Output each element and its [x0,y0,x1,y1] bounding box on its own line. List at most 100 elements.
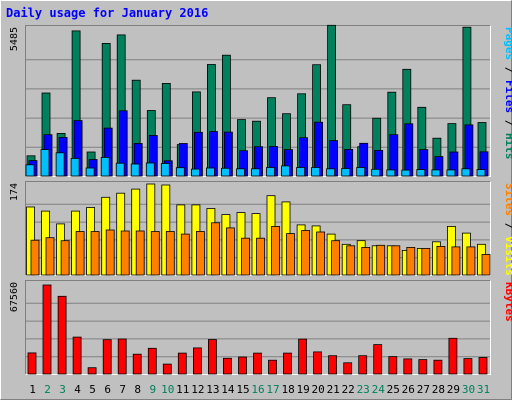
x-tick-label-day-6: 6 [104,383,111,396]
bar-files-day-26 [404,123,414,177]
bar-pages-day-10 [160,163,170,177]
bar-pages-day-12 [190,168,200,177]
bar-sites-day-14 [225,227,235,276]
x-tick-label-day-9: 9 [149,383,156,396]
plot-bevel-light-hits [25,25,491,177]
bar-kbytes-day-14 [222,357,232,375]
bar-kbytes-day-3 [57,295,67,375]
bar-kbytes-day-7 [117,338,127,375]
bar-pages-day-24 [371,168,381,177]
x-tick-label-day-10: 10 [161,383,174,396]
legend-item-pages: Pages [503,27,512,60]
bar-kbytes-day-6 [102,339,112,375]
bar-kbytes-day-16 [253,352,262,375]
bar-pages-day-19 [296,167,306,177]
bar-kbytes-day-25 [388,356,398,375]
legend-item-kbytes: KBytes [503,282,512,322]
legend-item-files: Files [503,80,512,113]
bar-kbytes-day-4 [72,336,82,375]
bar-pages-day-25 [386,169,396,177]
bar-kbytes-day-23 [358,355,368,375]
legend-separator: / [503,60,512,80]
x-tick-label-day-22: 22 [342,383,355,396]
bar-sites-day-28 [436,245,446,276]
x-tick-label-day-7: 7 [119,383,126,396]
x-tick-label-day-25: 25 [387,383,400,396]
y-max-label-hits: 5485 [9,27,20,51]
bar-kbytes-day-11 [177,352,187,375]
bar-pages-day-30 [461,168,471,177]
bar-pages-day-27 [416,169,426,177]
bar-sites-day-27 [421,247,431,276]
bar-pages-day-21 [326,168,336,177]
bar-pages-day-22 [341,168,351,177]
bar-pages-day-11 [175,167,185,177]
x-tick-label-day-24: 24 [372,383,386,396]
bar-pages-day-3 [55,152,65,177]
bar-kbytes-day-8 [132,353,142,375]
bar-pages-day-18 [281,165,290,177]
bar-pages-day-28 [431,169,441,177]
bar-sites-day-11 [180,233,190,276]
bar-kbytes-day-18 [283,352,292,375]
bar-sites-day-8 [135,230,145,276]
bar-sites-day-17 [271,225,280,276]
legend-visits: Sites / Visits [503,183,512,276]
x-tick-label-day-12: 12 [191,383,204,396]
bar-pages-day-16 [251,168,260,177]
bar-pages-day-1 [25,164,35,177]
panel-kbytes: 67560 KBytes [9,280,512,375]
plot-bevel-dark-visits [25,181,491,276]
bar-sites-day-3 [60,240,70,276]
legend-separator: / [503,216,512,236]
bar-kbytes-day-9 [147,347,157,375]
x-tick-label-day-28: 28 [432,383,445,396]
legend-separator: / [503,113,512,133]
bar-pages-day-7 [115,162,125,177]
bar-kbytes-day-24 [373,344,383,375]
bar-sites-day-19 [301,230,311,276]
bar-sites-day-31 [481,254,491,276]
panel-hits: 5485 Pages / Files / Hits [9,24,512,177]
bar-sites-day-1 [30,239,40,276]
bar-kbytes-day-28 [433,359,443,375]
x-tick-label-day-8: 8 [134,383,141,396]
bar-pages-day-9 [145,162,155,177]
x-tick-label-day-21: 21 [327,383,340,396]
bar-sites-day-12 [195,231,205,276]
bar-pages-day-15 [236,168,245,177]
x-tick-label-day-17: 17 [266,383,279,396]
bar-kbytes-day-15 [238,356,247,375]
x-tick-label-day-29: 29 [447,383,460,396]
bar-sites-day-4 [75,231,85,276]
x-tick-label-day-31: 31 [477,383,490,396]
bar-pages-day-17 [266,167,275,177]
bar-sites-day-26 [406,246,416,276]
bar-kbytes-day-22 [343,362,353,375]
bar-pages-day-8 [130,163,140,177]
bar-kbytes-day-5 [87,367,97,375]
bar-kbytes-day-19 [298,338,308,375]
bar-sites-day-6 [105,229,115,276]
x-tick-label-day-20: 20 [311,383,324,396]
x-tick-label-day-14: 14 [221,383,235,396]
y-max-label-visits: 174 [9,183,20,201]
bar-pages-day-4 [70,157,80,177]
chart-panels: 5485 Pages / Files / Hits 174 Sites / Visit… [9,24,512,375]
bar-pages-day-14 [220,167,230,177]
bar-sites-day-7 [120,230,130,276]
x-tick-label-day-1: 1 [29,383,36,396]
x-tick-label-day-19: 19 [296,383,309,396]
legend-item-visits: Visits [503,236,512,276]
bar-sites-day-10 [165,231,175,276]
bar-sites-day-9 [150,231,160,276]
bar-kbytes-day-30 [463,358,473,375]
bar-visits-day-10 [161,184,171,276]
panel-visits: 174 Sites / Visits [9,181,512,276]
bar-pages-day-20 [311,167,321,177]
bar-visits-day-9 [146,183,156,276]
bar-sites-day-2 [45,237,55,276]
y-max-label-kbytes: 67560 [9,282,20,312]
x-tick-label-day-5: 5 [89,383,96,396]
bar-pages-day-5 [85,167,95,177]
